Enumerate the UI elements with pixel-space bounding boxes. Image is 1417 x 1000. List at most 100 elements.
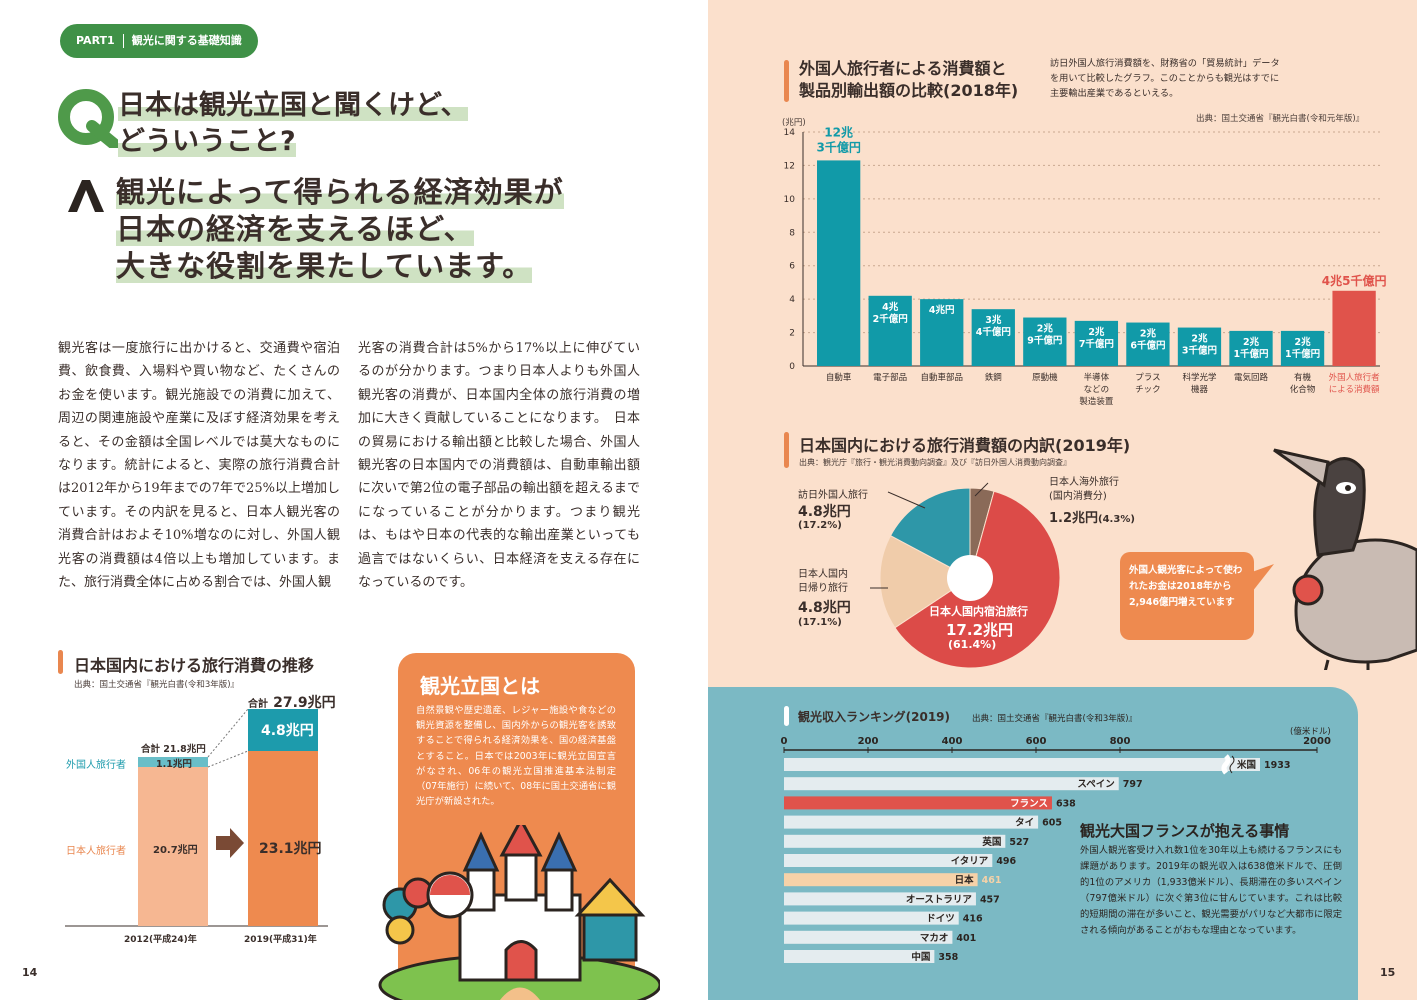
trend-year-2019: 2019(平成31)年	[244, 935, 317, 945]
answer-line-1: 観光によって得られる経済効果が	[116, 175, 564, 209]
ranking-category-label: マカオ	[920, 933, 949, 944]
ranking-break-mark	[1229, 755, 1235, 774]
export-note: 訪日外国人旅行消費額を、財務省の「貿易統計」データを用いて比較したグラフ。このこ…	[1050, 58, 1280, 99]
export-y-tick: 12	[784, 161, 795, 171]
answer-text: 観光によって得られる経済効果が 日本の経済を支えるほど、 大きな役割を果たしてい…	[116, 174, 564, 285]
ranking-bar	[784, 911, 959, 925]
export-data-label: 7千億円	[1079, 338, 1114, 350]
ranking-x-tick: 2000	[1303, 736, 1331, 747]
ranking-category-label: 中国	[911, 951, 930, 963]
pie-outbound-value: 1.2兆円	[1049, 511, 1099, 526]
export-y-tick: 14	[784, 128, 796, 138]
export-y-tick: 0	[789, 362, 795, 372]
export-data-label: 3千億円	[1182, 345, 1217, 357]
export-data-label: 2兆	[1140, 328, 1157, 340]
ranking-bar	[784, 873, 978, 887]
left-page: PART1 観光に関する基礎知識 日本は観光立国と聞くけど、 どういうこと? 観光…	[0, 0, 708, 1000]
export-category-label: 科学光学	[1182, 372, 1217, 383]
trend-total-2012: 合計 21.8兆円	[141, 744, 206, 755]
export-data-label: 4千億円	[976, 326, 1011, 338]
ranking-x-tick: 600	[1026, 736, 1047, 747]
export-title: 外国人旅行者による消費額と 製品別輸出額の比較(2018年)	[799, 58, 1018, 102]
trend-foreign-2019: 4.8兆円	[261, 723, 314, 739]
pie-outbound-pct: (4.3%)	[1098, 514, 1135, 525]
pie-slice	[879, 534, 971, 629]
pie-daytrip-pct: (17.1%)	[798, 617, 842, 628]
export-title-line-2: 製品別輸出額の比較(2018年)	[799, 81, 1019, 100]
export-data-label: 1千億円	[1285, 348, 1320, 360]
france-title: 観光大国フランスが抱える事情	[1080, 822, 1290, 840]
bar-2012-foreign	[138, 757, 208, 767]
export-data-label: 9千億円	[1027, 335, 1062, 347]
speech-bubble	[1120, 552, 1274, 640]
export-data-label: 2千億円	[873, 313, 908, 325]
ranking-value-label: 416	[963, 914, 983, 925]
ranking-bar	[784, 796, 1052, 810]
export-category-label: チック	[1135, 385, 1161, 395]
export-category-label: 製造装置	[1079, 396, 1114, 407]
page-number-left: 14	[22, 966, 38, 979]
export-data-label: 2兆	[1037, 323, 1054, 335]
ranking-unit: (億米ドル)	[1290, 727, 1331, 737]
export-title-marker	[784, 60, 789, 102]
castle-illustration	[378, 825, 660, 1000]
q-mark-icon	[58, 89, 118, 148]
export-bar	[1126, 322, 1170, 366]
pie-inbound-pct: (17.2%)	[798, 520, 842, 531]
export-y-tick: 2	[789, 329, 795, 339]
ranking-bar	[784, 758, 1260, 771]
export-bar	[1023, 317, 1067, 366]
export-data-label: 1千億円	[1233, 348, 1268, 360]
pie-leader-inbound	[887, 491, 926, 509]
ranking-break-mark	[1221, 754, 1231, 775]
body-column-2: 光客の消費合計は5%から17%以上に伸びているのが分かります。つまり日本人よりも…	[358, 341, 640, 591]
export-data-label: 2兆	[1243, 336, 1260, 348]
ranking-category-label: フランス	[1010, 798, 1048, 809]
export-data-label: 2兆	[1294, 336, 1311, 348]
trend-legend-japanese: 日本人旅行者	[66, 846, 126, 857]
ranking-bar	[784, 854, 993, 867]
export-category-label: 自動車部品	[920, 372, 963, 383]
trend-source: 出典：国土交通省『観光白書(令和3年版)』	[74, 680, 240, 690]
export-source: 出典：国土交通省『観光白書(令和元年版)』	[1196, 114, 1365, 124]
export-bar	[1229, 330, 1273, 366]
ranking-x-tick: 400	[942, 736, 963, 747]
ranking-x-tick: 800	[1110, 736, 1131, 747]
page-number-right: 15	[1380, 966, 1396, 979]
export-bar	[868, 295, 912, 366]
export-bar	[817, 160, 861, 366]
export-bar	[1332, 290, 1376, 366]
goose-mascot	[1273, 448, 1417, 670]
kanko-box-title: 観光立国とは	[420, 674, 540, 698]
ranking-x-tick: 200	[858, 736, 879, 747]
trend-chart	[65, 708, 328, 927]
pie-outbound-value-group: 1.2兆円(4.3%)	[1049, 507, 1135, 526]
bar-2012-japanese	[138, 767, 208, 926]
ranking-value-label: 401	[956, 933, 976, 944]
ranking-category-label: 米国	[1236, 759, 1256, 771]
export-category-label: 原動機	[1032, 372, 1058, 383]
export-category-label: 化合物	[1290, 384, 1316, 395]
export-category-label: プラス	[1135, 373, 1160, 383]
ranking-category-label: タイ	[1015, 817, 1034, 829]
pie-overnight-pct: (61.4%)	[948, 638, 997, 651]
body-column-1: 観光客は一度旅行に出かけると、交通費や宿泊費、飲食費、入場料や買い物など、たくさ…	[58, 341, 340, 591]
export-data-label: 6千億円	[1130, 340, 1165, 352]
pie-outbound-label: 日本人海外旅行 (国内消費分)	[1049, 476, 1119, 504]
answer-line-3: 大きな役割を果たしています。	[116, 249, 533, 283]
ranking-value-label: 461	[982, 875, 1002, 886]
trend-dotted-1	[207, 708, 249, 758]
ranking-category-label: オーストラリア	[906, 894, 973, 905]
export-data-label: 3兆	[985, 314, 1002, 326]
export-category-label: 自動車	[826, 372, 852, 383]
ranking-source: 出典：国土交通省『観光白書(令和3年版)』	[972, 714, 1138, 724]
ranking-bar-chart: 0 200 400 600 800 2000 米国 1933 スペイン 797 フランス 638 タイ 6…	[781, 736, 1331, 963]
pie-overnight-label: 日本人国内宿泊旅行	[929, 605, 1028, 618]
answer-line-2: 日本の経済を支えるほど、	[116, 212, 474, 246]
ranking-value-label: 496	[996, 856, 1016, 867]
bar-2019-japanese	[248, 751, 318, 926]
export-y-tick: 8	[789, 228, 795, 238]
export-bar	[1074, 320, 1119, 366]
ranking-value-label: 638	[1056, 798, 1076, 809]
